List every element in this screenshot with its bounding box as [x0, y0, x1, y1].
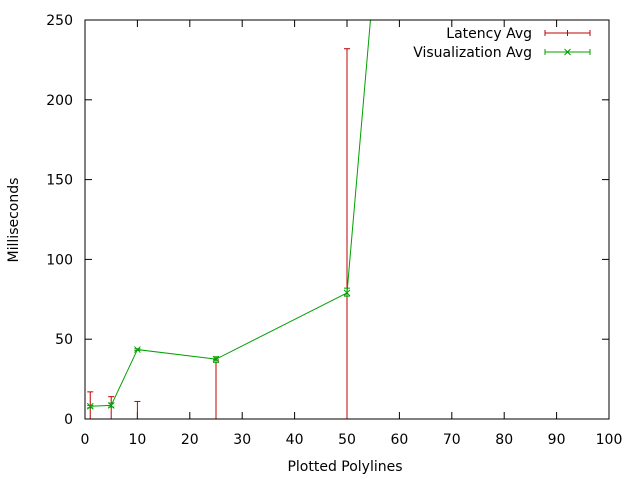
data-point [212, 355, 220, 363]
legend-label: Visualization Avg [413, 45, 532, 61]
x-tick-label: 100 [596, 432, 623, 448]
y-tick-label: 100 [46, 252, 73, 268]
data-point [343, 289, 351, 297]
series-latency-avg [87, 48, 350, 419]
x-tick-label: 90 [548, 432, 566, 448]
y-tick-label: 200 [46, 93, 73, 109]
x-tick-label: 80 [495, 432, 513, 448]
x-tick-label: 60 [390, 432, 408, 448]
plot-frame [84, 19, 610, 420]
x-tick-label: 20 [181, 432, 199, 448]
x-tick-label: 50 [338, 432, 356, 448]
series-visualization-avg [86, 20, 371, 410]
data-point [86, 402, 94, 410]
x-tick-label: 10 [128, 432, 146, 448]
y-tick-label: 250 [46, 13, 73, 29]
x-tick-label: 40 [286, 432, 304, 448]
y-axis-label: Milliseconds [6, 178, 22, 263]
y-tick-label: 50 [55, 332, 73, 348]
y-tick-label: 150 [46, 173, 73, 189]
x-tick-label: 70 [443, 432, 461, 448]
legend: Latency Avg Visualization Avg [413, 26, 591, 61]
series-line [90, 20, 371, 407]
series-layer [86, 20, 371, 419]
x-tick-label: 0 [81, 432, 90, 448]
legend-marker [564, 48, 571, 56]
data-point [107, 402, 115, 409]
x-tick-label: 30 [233, 432, 251, 448]
y-tick-label: 0 [64, 412, 73, 428]
axis-ticks: 0 10 20 30 40 50 60 70 80 90 100 0 50 100 150 200 250 [46, 13, 622, 448]
x-axis-label: Plotted Polylines [287, 459, 402, 475]
legend-label: Latency Avg [446, 26, 532, 42]
data-point [134, 346, 141, 353]
